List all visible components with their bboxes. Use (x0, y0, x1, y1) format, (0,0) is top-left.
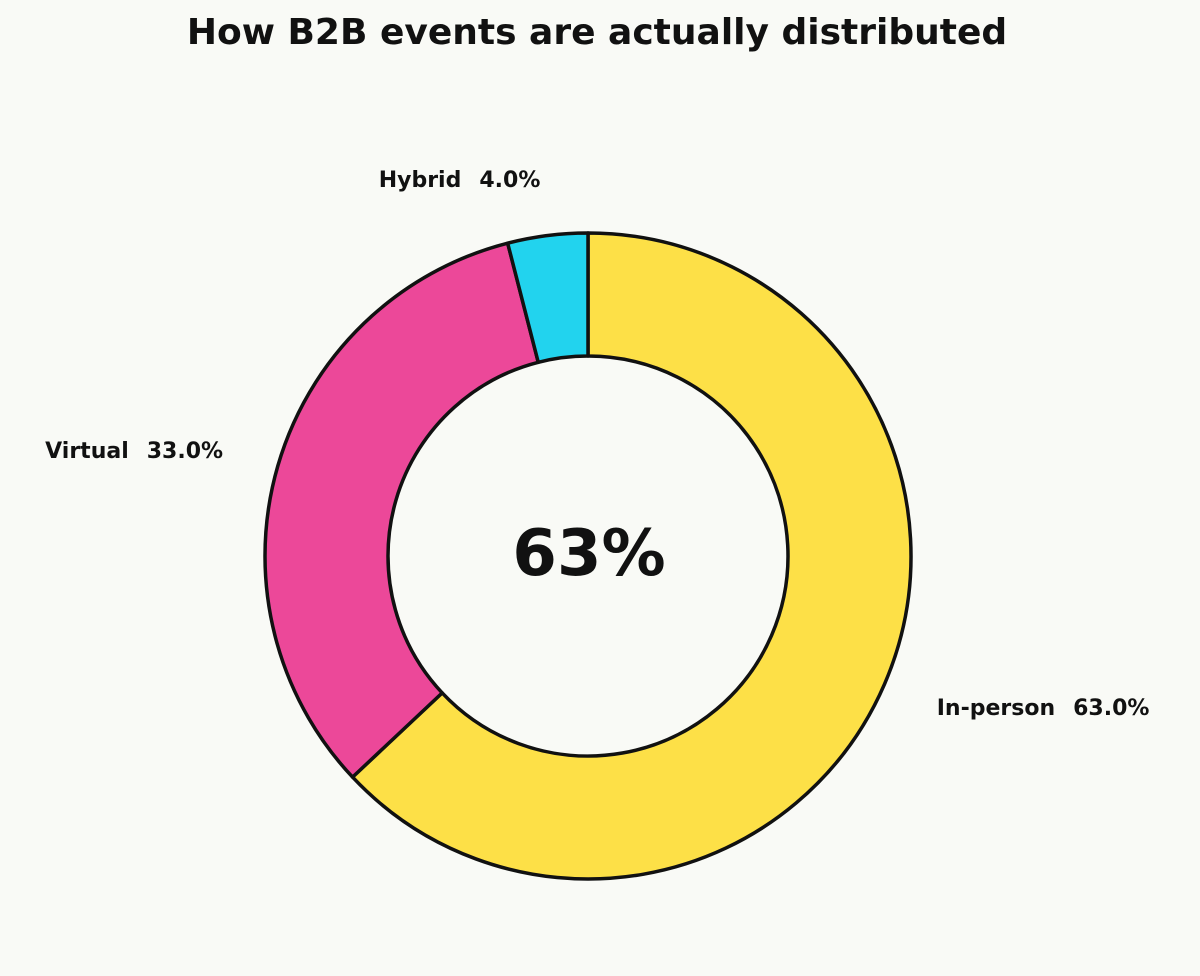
slice-label-value: 33.0% (147, 439, 223, 464)
slice-label-value: 63.0% (1073, 696, 1149, 721)
slice-in-person (350, 231, 913, 881)
slice-label: Virtual 33.0% (45, 439, 223, 464)
slice-virtual (263, 241, 541, 779)
slice-labels: In-person 63.0% Virtual 33.0% Hybrid 4.0% (45, 168, 1149, 721)
center-label: 63% (512, 517, 665, 591)
slice-label-value: 4.0% (479, 168, 540, 193)
slice-hybrid (505, 231, 590, 365)
slice-label: Hybrid 4.0% (379, 168, 541, 193)
slices (263, 231, 913, 881)
slice-label: In-person 63.0% (937, 696, 1150, 721)
slice-label-name: In-person (937, 696, 1055, 721)
chart-title: How B2B events are actually distributed (187, 12, 1007, 53)
slice-label-name: Virtual (45, 439, 129, 464)
slice-label-name: Hybrid (379, 168, 462, 193)
